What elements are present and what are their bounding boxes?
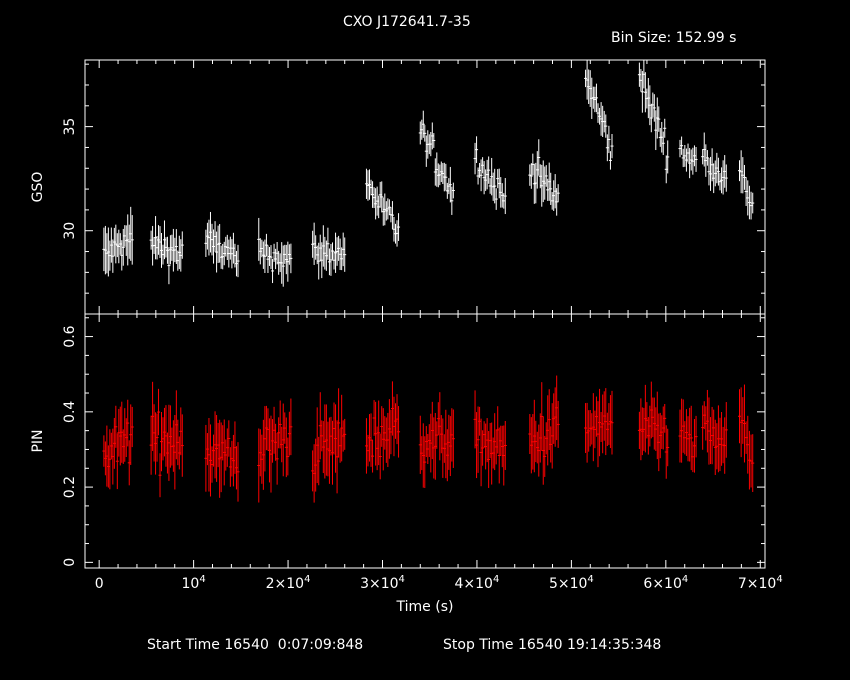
x-tick-label: 2×104	[266, 574, 311, 592]
x-tick-label: 5×104	[549, 574, 594, 592]
start-time-label: Start Time 16540 0:07:09:848	[147, 637, 364, 653]
chart-title: CXO J172641.7-35	[343, 14, 471, 30]
gso-frame	[84, 59, 766, 315]
pin-axis-label: PIN	[30, 429, 46, 452]
pin-ytick-label: 0	[62, 558, 78, 567]
pin-panel: 0 0.2 0.4 0.6 PIN 0 104 2×104 3×104 4×104 5×104 6×1…	[30, 313, 783, 615]
pin-ytick-label: 0.4	[62, 401, 78, 423]
stop-time-label: Stop Time 16540 19:14:35:348	[443, 637, 662, 653]
x-tick-label: 3×104	[360, 574, 405, 592]
bin-size-label: Bin Size: 152.99 s	[611, 30, 737, 46]
pin-ytick-label: 0.6	[62, 325, 78, 347]
x-tick-label: 6×104	[643, 574, 688, 592]
x-tick-label: 104	[182, 574, 206, 592]
x-tick-label: 4×104	[455, 574, 500, 592]
x-tick-label: 0	[95, 576, 104, 592]
pin-frame	[84, 313, 766, 569]
x-tick-label: 7×104	[738, 574, 783, 592]
gso-ytick-label: 30	[62, 222, 78, 240]
x-axis-label: Time (s)	[396, 599, 454, 615]
gso-panel: 30 35 GSO	[30, 59, 766, 315]
pin-ytick-label: 0.2	[62, 476, 78, 498]
gso-ytick-label: 35	[62, 118, 78, 136]
gso-axis-label: GSO	[30, 172, 46, 203]
